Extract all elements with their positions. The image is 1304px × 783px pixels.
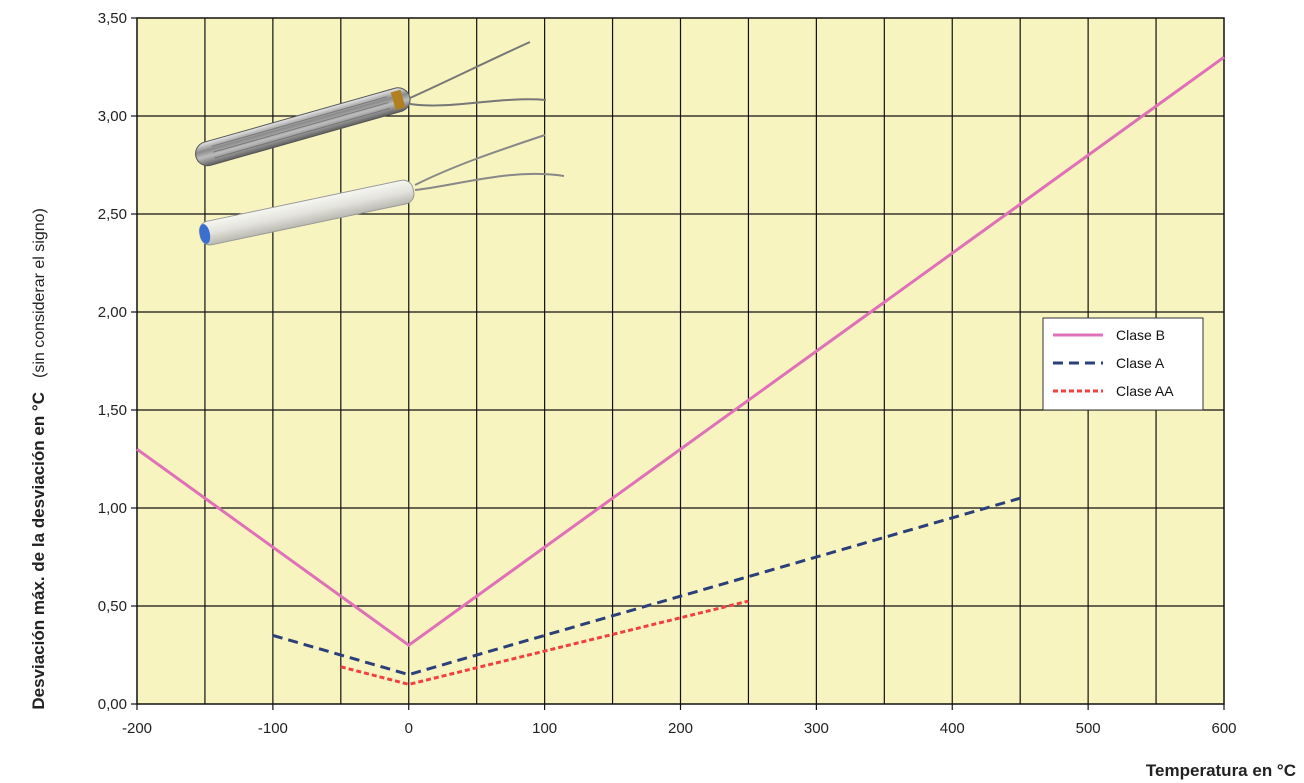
x-tick-label: -200 xyxy=(122,720,152,737)
legend-label: Clase AA xyxy=(1116,383,1174,399)
y-tick-label: 3,50 xyxy=(98,10,127,27)
series-layer xyxy=(136,55,1225,686)
legend: Clase B Clase A Clase AA xyxy=(1042,317,1204,411)
y-tick-label: 2,00 xyxy=(98,304,127,321)
x-tick-labels: -200 -100 0 100 200 300 400 500 600 xyxy=(122,704,1237,737)
series-line-clase-b xyxy=(136,55,1225,648)
legend-label: Clase A xyxy=(1116,355,1165,371)
y-tick-label: 3,00 xyxy=(98,108,127,125)
x-tick-label: 100 xyxy=(532,720,557,737)
y-tick-label: 0,00 xyxy=(98,696,127,713)
rtd-sensor-illustration xyxy=(195,41,565,246)
x-tick-label: -100 xyxy=(258,720,288,737)
y-tick-labels: 0,00 0,50 1,00 1,50 2,00 2,50 3,00 3,50 xyxy=(98,10,137,713)
x-tick-label: 400 xyxy=(940,720,965,737)
x-tick-label: 0 xyxy=(405,720,413,737)
x-axis-title: Temperatura en °C xyxy=(1146,761,1296,780)
y-axis-note: (sin considerar el signo) xyxy=(31,208,48,378)
x-tick-label: 600 xyxy=(1211,720,1236,737)
y-axis-title: Desviación máx. de la desviación en °C xyxy=(29,392,48,710)
x-tick-label: 200 xyxy=(668,720,693,737)
y-tick-label: 2,50 xyxy=(98,206,127,223)
legend-label: Clase B xyxy=(1116,327,1165,343)
y-tick-label: 0,50 xyxy=(98,598,127,615)
series-line-clase-a xyxy=(272,496,1021,677)
x-tick-label: 500 xyxy=(1076,720,1101,737)
y-tick-label: 1,00 xyxy=(98,500,127,517)
x-tick-label: 300 xyxy=(804,720,829,737)
y-tick-label: 1,50 xyxy=(98,402,127,419)
